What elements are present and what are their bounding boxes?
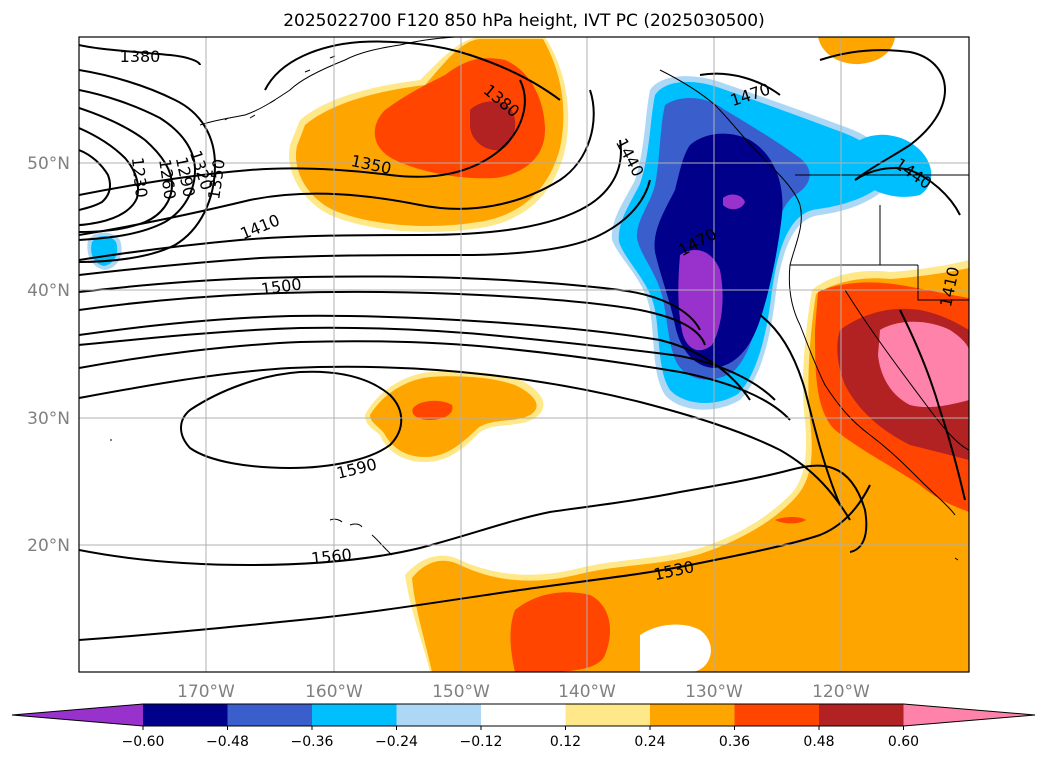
colorbar-tick-label: −0.24 bbox=[375, 734, 418, 750]
colorbar-tick-label: 0.48 bbox=[803, 734, 834, 750]
map-title: 2025022700 F120 850 hPa height, IVT PC (… bbox=[283, 11, 765, 31]
colorbar-tick-label: −0.36 bbox=[291, 734, 334, 750]
colorbar-tick-label: 0.12 bbox=[550, 734, 581, 750]
lon-label: 170°W bbox=[177, 682, 235, 702]
positive-anomaly-atmospheric-river bbox=[405, 260, 969, 672]
colorbar: −0.60 −0.48 −0.36 −0.24 −0.12 0.12 0.24 0.36 0.4… bbox=[11, 703, 1036, 750]
contour-label: 1380 bbox=[120, 47, 161, 66]
lat-axis-labels: 50°N 40°N 30°N 20°N bbox=[27, 154, 70, 556]
colorbar-cell bbox=[819, 704, 904, 726]
map-frame bbox=[78, 36, 970, 673]
lat-label: 30°N bbox=[27, 409, 70, 429]
colorbar-extend-high bbox=[903, 704, 1035, 726]
positive-anomaly-north-pacific bbox=[289, 37, 895, 232]
lon-label: 150°W bbox=[432, 682, 490, 702]
map-area: 1380 1380 1350 1350 1320 1290 1260 1230 … bbox=[79, 37, 969, 672]
lon-axis-labels: 170°W 160°W 150°W 140°W 130°W 120°W bbox=[177, 682, 870, 702]
graticule bbox=[79, 37, 969, 672]
height-contours bbox=[79, 40, 966, 641]
lon-label: 140°W bbox=[558, 682, 616, 702]
colorbar-cell bbox=[565, 704, 651, 726]
colorbar-cell bbox=[143, 704, 228, 726]
lon-label: 160°W bbox=[305, 682, 363, 702]
colorbar-tick-label: 0.36 bbox=[719, 734, 750, 750]
colorbar-tick-label: 0.60 bbox=[888, 734, 919, 750]
contour-label: 1560 bbox=[310, 545, 352, 568]
colorbar-cell bbox=[481, 704, 566, 726]
colorbar-extend-low bbox=[12, 704, 143, 726]
colorbar-cell bbox=[396, 704, 482, 726]
colorbar-cell bbox=[312, 704, 397, 726]
colorbar-cell bbox=[650, 704, 735, 726]
colorbar-cell bbox=[734, 704, 820, 726]
colorbar-tick-label: −0.60 bbox=[122, 734, 165, 750]
lon-label: 120°W bbox=[812, 682, 870, 702]
lon-label: 130°W bbox=[685, 682, 743, 702]
coastlines bbox=[110, 37, 969, 561]
contour-label: 1230 bbox=[128, 156, 151, 198]
positive-anomaly-subtropical bbox=[365, 371, 544, 462]
lat-label: 50°N bbox=[27, 154, 70, 174]
colorbar-tick-label: −0.48 bbox=[206, 734, 249, 750]
colorbar-cell bbox=[227, 704, 313, 726]
colorbar-tick-label: 0.24 bbox=[634, 734, 665, 750]
lat-label: 40°N bbox=[27, 281, 70, 301]
lat-label: 20°N bbox=[27, 536, 70, 556]
colorbar-tick-label: −0.12 bbox=[460, 734, 503, 750]
